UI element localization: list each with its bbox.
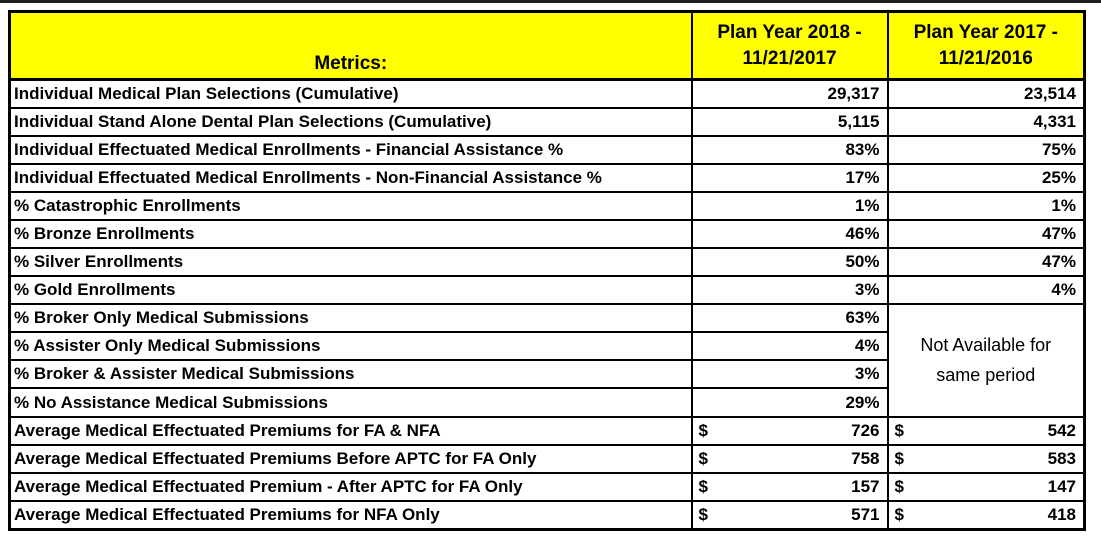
metric-label-cell: Average Medical Effectuated Premiums for… xyxy=(8,499,693,531)
table-row: Individual Stand Alone Dental Plan Selec… xyxy=(8,107,1086,138)
plan-year-2018-line1: Plan Year 2018 - xyxy=(717,21,862,43)
table-body: Individual Medical Plan Selections (Cumu… xyxy=(8,78,1086,531)
currency-value: 583 xyxy=(1047,448,1076,468)
value-2018-cell: 29% xyxy=(690,387,889,418)
value-2018-cell: 3% xyxy=(690,275,889,306)
currency-value: 147 xyxy=(1047,476,1076,496)
table-row: Individual Medical Plan Selections (Cumu… xyxy=(8,78,1086,110)
metric-label-cell: Average Medical Effectuated Premium - Af… xyxy=(8,471,693,502)
table-row: % Assister Only Medical Submissions 4% xyxy=(8,331,1085,362)
value-2018-cell: 1% xyxy=(690,191,889,222)
plan-year-2017-column-header: Plan Year 2017 - 11/21/2016 xyxy=(886,10,1086,81)
not-available-cell: Not Available for same period xyxy=(886,303,1086,418)
metric-label-cell: Average Medical Effectuated Premiums Bef… xyxy=(8,443,693,474)
value-2018-cell: 4% xyxy=(690,331,889,362)
dollar-sign: $ xyxy=(894,504,904,524)
value-2017-cell: $147 xyxy=(886,471,1086,502)
value-2018-cell: 46% xyxy=(690,219,889,250)
currency-value: 418 xyxy=(1047,504,1076,524)
table-row: % Silver Enrollments 50% 47% xyxy=(8,247,1086,278)
value-2017-cell: 4% xyxy=(886,275,1086,306)
dollar-sign: $ xyxy=(894,420,904,440)
metric-label-cell: Individual Effectuated Medical Enrollmen… xyxy=(8,163,693,194)
plan-year-2018-line2: 11/21/2017 xyxy=(742,47,837,69)
value-2017-cell: 25% xyxy=(886,163,1086,194)
currency-value: 542 xyxy=(1047,420,1076,440)
value-2018-cell: $571 xyxy=(690,499,889,531)
currency-value: 726 xyxy=(851,420,880,440)
value-2017-cell: 47% xyxy=(886,247,1086,278)
window-edge-strip xyxy=(0,0,1101,3)
plan-year-2017-line2: 11/21/2016 xyxy=(938,47,1033,69)
metric-label-cell: % Broker Only Medical Submissions xyxy=(8,303,693,334)
plan-year-2017-line1: Plan Year 2017 - xyxy=(913,21,1058,43)
value-2018-cell: 29,317 xyxy=(690,78,889,110)
table-row: Average Medical Effectuated Premium - Af… xyxy=(8,471,1086,502)
value-2017-cell: 4,331 xyxy=(886,107,1086,138)
metric-label-cell: % No Assistance Medical Submissions xyxy=(8,387,693,418)
value-2018-cell: 83% xyxy=(690,135,889,166)
dollar-sign: $ xyxy=(698,420,708,440)
value-2018-cell: $157 xyxy=(690,471,889,502)
metric-label-cell: % Broker & Assister Medical Submissions xyxy=(8,359,693,390)
value-2017-cell: 1% xyxy=(886,191,1086,222)
value-2017-cell: $542 xyxy=(886,415,1086,446)
metric-label-cell: % Assister Only Medical Submissions xyxy=(8,331,693,362)
currency-value: 157 xyxy=(851,476,880,496)
metric-label-cell: Individual Medical Plan Selections (Cumu… xyxy=(8,78,693,110)
table-row: Average Medical Effectuated Premiums for… xyxy=(8,415,1086,446)
table-row: % Bronze Enrollments 46% 47% xyxy=(8,219,1086,250)
table-row: Individual Effectuated Medical Enrollmen… xyxy=(8,163,1086,194)
dollar-sign: $ xyxy=(698,476,708,496)
table-row: Average Medical Effectuated Premiums for… xyxy=(8,499,1086,531)
value-2018-cell: $758 xyxy=(690,443,889,474)
table-row: % Gold Enrollments 3% 4% xyxy=(8,275,1086,306)
table-row: % Broker Only Medical Submissions 63% Not … xyxy=(8,303,1086,418)
value-2017-cell: 47% xyxy=(886,219,1086,250)
value-2018-cell: 3% xyxy=(690,359,889,390)
table-row: % Broker & Assister Medical Submissions 3… xyxy=(8,359,1085,390)
dollar-sign: $ xyxy=(894,448,904,468)
table-row: % Catastrophic Enrollments 1% 1% xyxy=(8,191,1086,222)
value-2018-cell: 17% xyxy=(690,163,889,194)
metric-label-cell: Individual Stand Alone Dental Plan Selec… xyxy=(8,107,693,138)
dollar-sign: $ xyxy=(698,448,708,468)
value-2018-cell: $726 xyxy=(690,415,889,446)
value-2017-cell: $583 xyxy=(886,443,1086,474)
metric-label-cell: % Silver Enrollments xyxy=(8,247,693,278)
value-2018-cell: 50% xyxy=(690,247,889,278)
table-header: Metrics: Plan Year 2018 - 11/21/2017 Pla… xyxy=(8,10,1086,81)
metric-label-cell: % Catastrophic Enrollments xyxy=(8,191,693,222)
value-2017-cell: 75% xyxy=(886,135,1086,166)
metric-label-cell: % Bronze Enrollments xyxy=(8,219,693,250)
dollar-sign: $ xyxy=(698,504,708,524)
currency-value: 758 xyxy=(851,448,880,468)
value-2017-cell: $418 xyxy=(886,499,1086,531)
plan-year-2018-column-header: Plan Year 2018 - 11/21/2017 xyxy=(690,10,889,81)
metric-label-cell: Average Medical Effectuated Premiums for… xyxy=(8,415,693,446)
metrics-table: Metrics: Plan Year 2018 - 11/21/2017 Pla… xyxy=(8,10,1086,531)
value-2018-cell: 5,115 xyxy=(690,107,889,138)
value-2017-cell: 23,514 xyxy=(886,78,1086,110)
currency-value: 571 xyxy=(851,504,880,524)
metric-label-cell: Individual Effectuated Medical Enrollmen… xyxy=(8,135,693,166)
table-row: % No Assistance Medical Submissions 29% xyxy=(8,387,1085,418)
value-2018-cell: 63% xyxy=(690,303,889,334)
dollar-sign: $ xyxy=(894,476,904,496)
header-row: Metrics: Plan Year 2018 - 11/21/2017 Pla… xyxy=(8,10,1086,81)
table-row: Average Medical Effectuated Premiums Bef… xyxy=(8,443,1086,474)
metrics-column-header: Metrics: xyxy=(8,10,693,81)
table-row: Individual Effectuated Medical Enrollmen… xyxy=(8,135,1086,166)
metric-label-cell: % Gold Enrollments xyxy=(8,275,693,306)
